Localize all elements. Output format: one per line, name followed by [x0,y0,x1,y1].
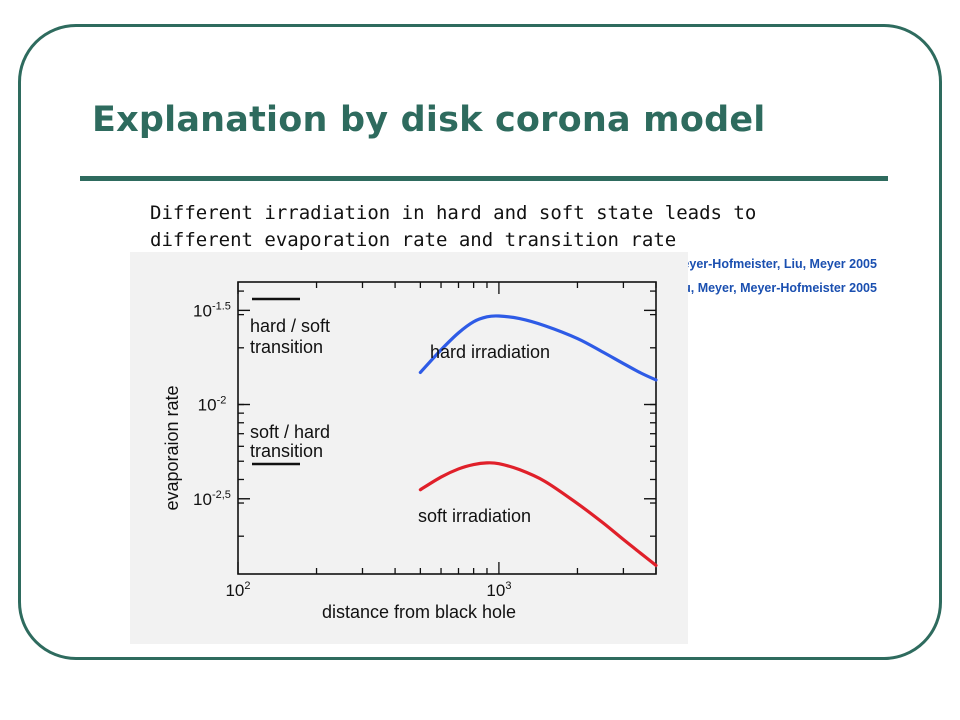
chart-svg: 102 103 10-1.5 10-2 10-2,5 distance from blac… [162,281,658,622]
plot-frame [237,281,657,575]
x-tick-label: 103 [486,580,511,600]
slide-title: Explanation by disk corona model [92,100,766,140]
annotation-hard-soft-line-2: transition [250,337,323,357]
series-line-soft [418,461,658,567]
title-divider [80,176,888,181]
annotation-hard-soft-line-1: hard / soft [250,316,330,336]
series-label-hard: hard irradiation [430,342,550,362]
body-line-2: different evaporation rate and transitio… [150,229,677,251]
slide-body: Different irradiation in hard and soft s… [150,200,810,254]
slide-frame [18,24,942,660]
body-line-1: Different irradiation in hard and soft s… [150,202,757,224]
reference-1: Meyer-Hofmeister, Liu, Meyer 2005 [672,257,877,271]
reference-2: Liu, Meyer, Meyer-Hofmeister 2005 [672,281,877,295]
y-tick-label: 10-1.5 [193,300,231,320]
y-axis-title: evaporaion rate [162,385,182,510]
annotation-soft-hard-line-1: soft / hard [250,422,330,442]
x-axis-title: distance from black hole [322,602,516,622]
annotation-soft-hard-line-2: transition [250,441,323,461]
y-tick-label: 10-2,5 [193,489,231,509]
y-tick-label: 10-2 [198,395,227,415]
series-line-hard [418,314,658,382]
x-tick-label: 102 [225,580,250,600]
series-label-soft: soft irradiation [418,506,531,526]
references: Meyer-Hofmeister, Liu, Meyer 2005 Liu, M… [672,256,877,304]
evaporation-rate-chart: 102 103 10-1.5 10-2 10-2,5 distance from blac… [130,252,688,644]
